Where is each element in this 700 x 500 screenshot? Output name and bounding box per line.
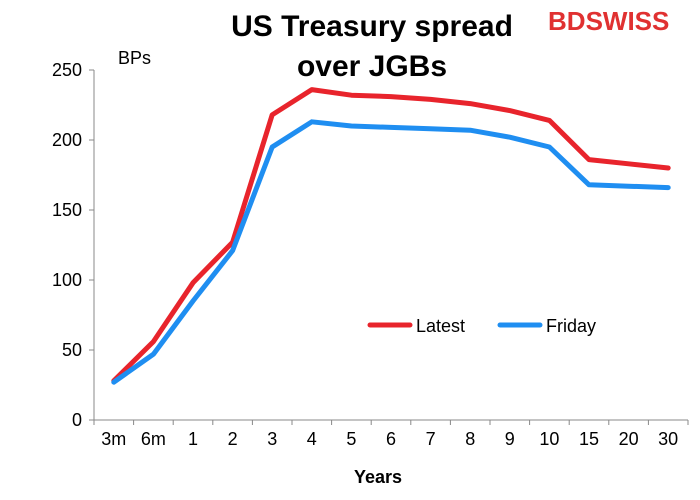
legend-label-latest: Latest	[416, 316, 465, 336]
chart-title-line2: over JGBs	[297, 50, 447, 83]
logo-part-bd: BD	[548, 6, 586, 36]
legend: Latest Friday	[367, 316, 596, 336]
x-tick-label: 6m	[141, 429, 166, 449]
y-tick-label: 200	[52, 130, 82, 150]
x-tick-label: 3m	[101, 429, 126, 449]
series-line-friday	[111, 119, 671, 385]
x-tick-label: 4	[307, 429, 317, 449]
legend-label-friday: Friday	[546, 316, 596, 336]
x-tick-label: 30	[658, 429, 678, 449]
x-tick-label: 10	[539, 429, 559, 449]
x-tick-label: 1	[188, 429, 198, 449]
x-tick-label: 2	[228, 429, 238, 449]
y-tick-label: 0	[72, 410, 82, 430]
y-tick-label: 100	[52, 270, 82, 290]
x-tick-label: 3	[267, 429, 277, 449]
y-axis-ticks: 0 50 100 150 200 250	[52, 60, 94, 430]
x-tick-label: 20	[619, 429, 639, 449]
y-axis-unit: BPs	[118, 48, 151, 68]
x-tick-label: 5	[346, 429, 356, 449]
y-tick-label: 250	[52, 60, 82, 80]
x-tick-label: 6	[386, 429, 396, 449]
y-tick-label: 50	[62, 340, 82, 360]
x-tick-label: 15	[579, 429, 599, 449]
chart-title-line1: US Treasury spread	[231, 10, 513, 43]
x-tick-label: 8	[465, 429, 475, 449]
y-tick-label: 150	[52, 200, 82, 220]
svg-text:BDSWISS: BDSWISS	[548, 6, 669, 36]
series-lines	[111, 87, 671, 385]
x-tick-label: 9	[505, 429, 515, 449]
x-tick-label: 7	[426, 429, 436, 449]
logo-part-swiss: SWISS	[586, 6, 670, 36]
x-axis-title: Years	[354, 467, 402, 487]
bdswiss-logo: BDSWISS	[548, 6, 669, 36]
series-line-latest	[111, 87, 671, 384]
x-axis-ticks: 3m 6m 1 2 3 4 5 6 7 8 9 10 15 20 30	[93, 420, 689, 449]
